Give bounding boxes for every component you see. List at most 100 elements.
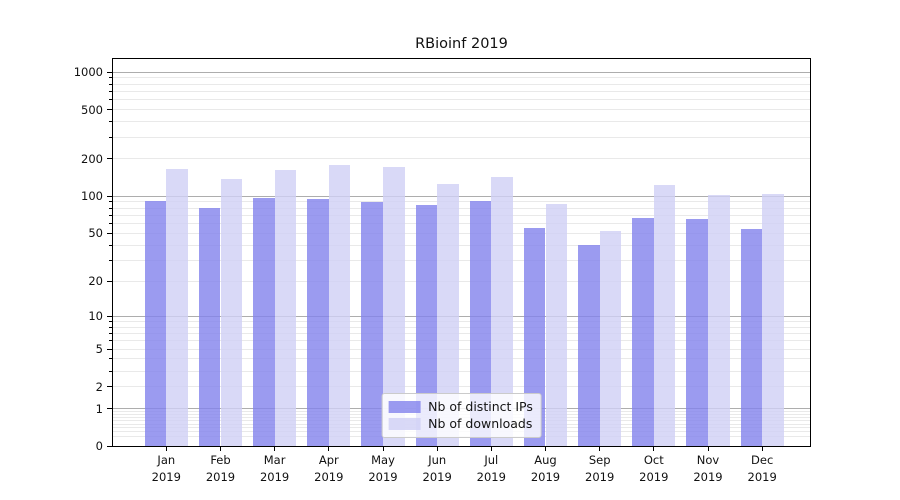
x-tick xyxy=(382,446,384,451)
x-label-month: Feb xyxy=(210,453,231,467)
y-tick xyxy=(107,348,112,350)
gridline-major xyxy=(113,195,810,197)
gridline-minor xyxy=(113,83,810,85)
gridline-minor xyxy=(113,158,810,160)
x-tick-label: Jan 2019 xyxy=(136,452,196,485)
y-minor-tick xyxy=(109,83,112,85)
legend: Nb of distinct IPs Nb of downloads xyxy=(381,393,542,438)
y-tick xyxy=(107,158,112,160)
gridline-major xyxy=(113,71,810,73)
x-tick xyxy=(545,446,546,451)
y-tick-label: 1000 xyxy=(73,65,103,79)
legend-swatch-distinct-ips xyxy=(388,401,421,413)
bar-nb-of-downloads xyxy=(274,169,297,446)
x-label-year: 2019 xyxy=(639,469,669,484)
gridline-minor xyxy=(113,326,810,328)
chart-title: RBioinf 2019 xyxy=(415,36,508,52)
x-label-year: 2019 xyxy=(422,469,452,484)
x-label-year: 2019 xyxy=(585,469,615,484)
bar-nb-of-distinct-ips xyxy=(361,201,383,446)
x-tick xyxy=(165,446,167,451)
x-label-year: 2019 xyxy=(368,469,398,484)
y-minor-tick xyxy=(109,214,112,216)
x-tick-label: Oct 2019 xyxy=(624,452,684,485)
bar-nb-of-distinct-ips xyxy=(198,208,221,446)
x-tick xyxy=(599,446,601,451)
gridline-minor xyxy=(113,77,810,79)
gridline-minor xyxy=(113,214,810,216)
x-label-month: Jul xyxy=(484,453,499,467)
y-minor-tick xyxy=(109,244,112,246)
bar-nb-of-downloads xyxy=(653,184,676,446)
bar-nb-of-downloads xyxy=(708,195,730,446)
y-minor-tick xyxy=(109,121,112,122)
x-tick xyxy=(490,446,492,451)
bar-nb-of-downloads xyxy=(599,231,622,446)
x-label-year: 2019 xyxy=(476,469,506,484)
y-minor-tick xyxy=(109,320,112,322)
y-minor-tick xyxy=(109,332,112,334)
bar-nb-of-distinct-ips xyxy=(469,200,492,446)
y-tick-label: 0 xyxy=(95,439,103,453)
y-minor-tick xyxy=(109,90,112,92)
plot-area: Nb of distinct IPs Nb of downloads xyxy=(107,58,811,451)
gridline-minor xyxy=(113,99,810,101)
gridline-minor xyxy=(113,90,810,92)
x-tick-label: Nov 2019 xyxy=(678,452,738,485)
x-label-month: May xyxy=(371,453,395,467)
x-tick-label: Jun 2019 xyxy=(407,452,467,485)
bar-nb-of-distinct-ips xyxy=(686,219,708,446)
x-label-year: 2019 xyxy=(747,469,777,484)
bar-nb-of-downloads xyxy=(383,166,405,446)
x-tick xyxy=(328,446,330,451)
bar-nb-of-distinct-ips xyxy=(740,229,763,446)
y-minor-tick xyxy=(109,340,112,342)
y-tick-label: 200 xyxy=(81,151,103,166)
y-tick xyxy=(107,195,112,197)
y-tick xyxy=(107,408,112,409)
x-tick xyxy=(653,446,655,451)
x-tick-label: Apr 2019 xyxy=(299,452,359,485)
y-tick-label: 10 xyxy=(88,309,103,324)
bars-layer xyxy=(113,59,810,446)
y-minor-tick xyxy=(109,358,112,360)
x-label-year: 2019 xyxy=(693,469,723,484)
gridline-minor xyxy=(113,121,810,122)
bar-nb-of-distinct-ips xyxy=(252,197,275,446)
bar-nb-of-downloads xyxy=(762,194,784,446)
y-minor-tick xyxy=(109,201,112,203)
gridline-minor xyxy=(113,348,810,350)
y-tick xyxy=(107,280,112,282)
y-tick xyxy=(107,445,112,447)
x-tick xyxy=(274,446,276,451)
legend-item-downloads: Nb of downloads xyxy=(388,416,533,432)
gridline-minor xyxy=(113,136,810,138)
y-tick xyxy=(107,315,112,317)
x-label-month: Aug xyxy=(534,453,557,467)
x-label-month: Jan xyxy=(157,453,176,467)
bar-nb-of-distinct-ips xyxy=(307,198,329,446)
y-tick-label: 5 xyxy=(95,342,103,356)
y-tick-label: 500 xyxy=(81,102,103,117)
y-minor-tick xyxy=(109,326,112,328)
legend-swatch-downloads xyxy=(388,418,421,430)
y-minor-tick xyxy=(109,77,112,79)
gridline-minor xyxy=(113,223,810,224)
y-tick xyxy=(107,109,112,110)
gridline-minor xyxy=(113,320,810,322)
y-tick xyxy=(107,386,112,387)
y-minor-tick xyxy=(109,259,112,261)
gridline-minor xyxy=(113,232,810,234)
bar-nb-of-downloads xyxy=(220,178,243,446)
gridline-minor xyxy=(113,358,810,360)
gridline-minor xyxy=(113,370,810,372)
y-tick-label: 1 xyxy=(95,401,103,416)
x-label-month: Oct xyxy=(643,453,664,467)
x-label-year: 2019 xyxy=(314,469,344,484)
x-tick-label: Dec 2019 xyxy=(732,452,792,485)
x-tick-label: Mar 2019 xyxy=(245,452,305,485)
gridline-minor xyxy=(113,386,810,387)
x-label-month: Apr xyxy=(318,453,339,467)
x-tick xyxy=(707,446,709,451)
